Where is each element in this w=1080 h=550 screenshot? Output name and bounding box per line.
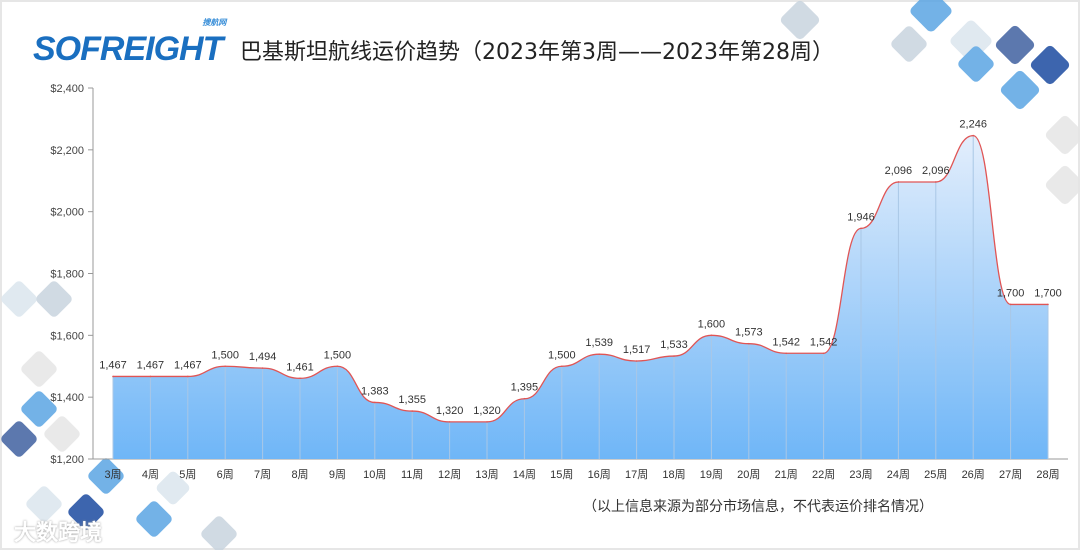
data-point (1047, 303, 1049, 306)
data-point (897, 181, 900, 183)
data-point (635, 360, 638, 362)
x-tick-label: 21周 (775, 468, 798, 481)
data-label: 1,500 (324, 349, 352, 361)
x-tick-label: 19周 (700, 468, 723, 481)
sofreight-logo: SOFREIGHT 搜航网 (33, 18, 227, 68)
x-tick-label: 8周 (291, 468, 308, 481)
data-point (1009, 303, 1012, 306)
x-tick-label: 11周 (401, 468, 423, 481)
data-label: 2,096 (885, 165, 913, 177)
data-point (448, 421, 451, 423)
data-point (860, 227, 862, 230)
data-point (224, 365, 226, 368)
data-label: 1,542 (772, 336, 800, 348)
source-note: （以上信息来源为部分市场信息，不代表运价排名情况） (583, 499, 933, 515)
y-tick-label: $1,400 (50, 392, 84, 404)
x-tick-label: 15周 (550, 468, 573, 481)
data-point (561, 365, 563, 368)
data-label: 1,517 (623, 344, 651, 356)
x-tick-label: 18周 (662, 468, 685, 481)
data-point (523, 397, 526, 400)
data-label: 1,700 (1034, 287, 1062, 299)
data-point (374, 401, 376, 404)
x-tick-label: 9周 (329, 468, 346, 481)
x-tick-label: 4周 (142, 468, 159, 481)
data-point (935, 181, 937, 183)
data-label: 1,320 (473, 405, 501, 417)
x-tick-label: 20周 (737, 468, 760, 481)
x-tick-label: 27周 (999, 468, 1022, 481)
x-tick-label: 5周 (179, 468, 196, 481)
data-point (710, 334, 713, 337)
x-tick-label: 12周 (438, 468, 461, 481)
data-point (149, 375, 152, 378)
y-tick-label: $2,400 (50, 83, 84, 95)
data-label: 1,542 (810, 336, 838, 348)
data-point (187, 375, 189, 378)
x-tick-label: 17周 (625, 468, 648, 481)
data-point (299, 377, 301, 380)
x-tick-label: 10周 (363, 468, 386, 481)
x-tick-label: 16周 (588, 468, 611, 481)
data-label: 1,539 (585, 337, 613, 349)
y-tick-label: $2,200 (50, 145, 84, 157)
data-point (486, 421, 488, 423)
data-label: 1,946 (847, 211, 875, 223)
data-label: 1,467 (174, 359, 202, 371)
data-point (673, 355, 675, 357)
data-label: 1,600 (698, 318, 726, 330)
data-point (822, 352, 825, 355)
data-label: 1,533 (660, 339, 688, 351)
logo-tagline: 搜航网 (202, 18, 227, 27)
data-label: 1,461 (286, 361, 314, 373)
y-tick-label: $1,600 (50, 330, 84, 342)
x-tick-label: 13周 (475, 468, 498, 481)
data-label: 1,500 (211, 349, 239, 361)
data-point (972, 134, 974, 137)
x-tick-label: 6周 (217, 468, 234, 481)
x-tick-label: 28周 (1036, 468, 1059, 481)
x-tick-label: 22周 (812, 468, 835, 481)
data-label: 1,494 (249, 351, 277, 363)
y-tick-label: $1,200 (50, 454, 84, 466)
x-tick-label: 23周 (849, 468, 872, 481)
data-label: 1,467 (137, 359, 165, 371)
chart-title: 巴基斯坦航线运价趋势（2023年第3周——2023年第28周） (240, 40, 834, 65)
data-point (598, 353, 600, 355)
data-label: 1,700 (997, 287, 1025, 299)
data-label: 1,383 (361, 385, 389, 397)
x-tick-label: 7周 (254, 468, 271, 481)
data-point (785, 352, 787, 355)
series-area (113, 135, 1048, 459)
data-point (112, 375, 114, 378)
data-label: 1,395 (511, 382, 539, 394)
series-line (112, 134, 1048, 423)
data-label: 1,355 (398, 394, 426, 406)
data-point (261, 367, 264, 369)
data-label: 1,500 (548, 349, 576, 361)
x-tick-label: 26周 (962, 468, 985, 481)
x-tick-label: 24周 (887, 468, 910, 481)
x-tick-label: 14周 (513, 468, 536, 481)
data-point (748, 342, 750, 345)
data-label: 1,573 (735, 327, 763, 339)
y-tick-label: $2,000 (50, 207, 84, 219)
data-point (411, 410, 414, 412)
data-label: 2,246 (959, 119, 987, 131)
watermark: 大数跨境 (14, 521, 103, 546)
data-label: 2,096 (922, 165, 950, 177)
x-tick-label: 25周 (924, 468, 947, 481)
x-tick-label: 3周 (104, 468, 121, 481)
data-point (336, 365, 339, 368)
y-tick-label: $1,800 (50, 269, 84, 281)
data-label: 1,320 (436, 405, 464, 417)
data-label: 1,467 (99, 359, 127, 371)
